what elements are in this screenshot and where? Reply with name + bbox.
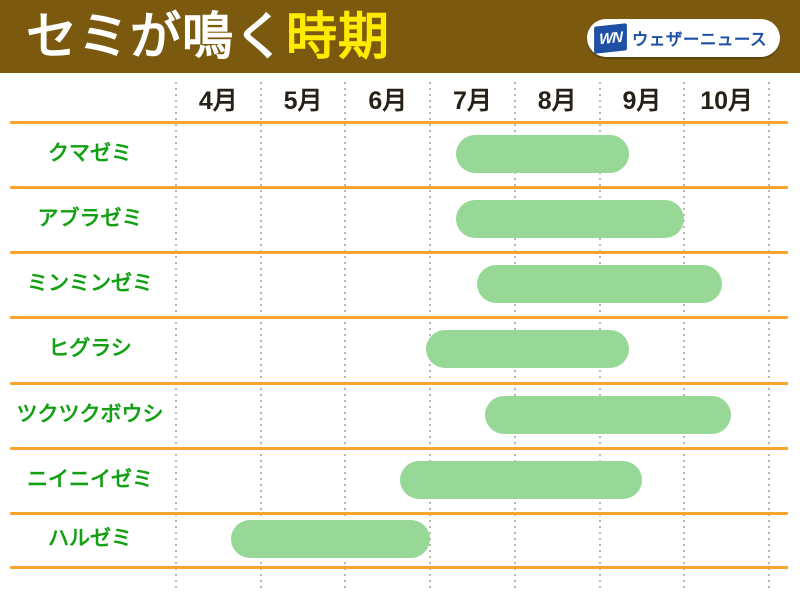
species-label: ミンミンゼミ	[27, 271, 153, 295]
title-main: セミが鳴く	[26, 8, 287, 65]
period-bar	[425, 330, 630, 368]
page-title: セミが鳴く時期	[0, 11, 390, 62]
row-separator-line	[10, 121, 788, 124]
period-bar	[231, 520, 431, 558]
species-label: ツクツクボウシ	[16, 402, 164, 426]
weathernews-logo: WN ウェザーニュース	[586, 19, 780, 57]
row-separator-line	[10, 316, 788, 319]
period-bar	[476, 264, 723, 303]
species-label: ハルゼミ	[48, 527, 132, 550]
row-separator-line	[10, 382, 788, 385]
month-gridline	[768, 82, 770, 590]
wn-logo-icon: WN	[593, 22, 627, 54]
title-accent: 時期	[286, 8, 391, 65]
month-label: 5月	[283, 87, 323, 115]
period-bar	[400, 460, 642, 499]
month-gridline	[259, 82, 262, 590]
period-bar	[485, 395, 731, 434]
month-label: 6月	[368, 87, 408, 115]
weathernews-logo-text: ウェザーニュース	[631, 31, 767, 49]
row-separator-line	[10, 447, 788, 450]
month-label: 4月	[198, 87, 238, 115]
row-separator-line	[10, 512, 788, 515]
row-separator-line	[10, 251, 788, 254]
month-label: 9月	[622, 87, 662, 115]
month-gridline	[175, 82, 177, 590]
month-label: 10月	[700, 87, 754, 115]
species-label: クマゼミ	[48, 141, 132, 165]
period-bar	[455, 199, 685, 238]
month-label: 8月	[537, 87, 577, 115]
chart-area: 4月 5月 6月 7月 8月 9月 10月クマゼミアブラゼミミンミンゼミ ヒグラシツクツクボウ…	[0, 73, 800, 600]
species-label: ニイニイゼミ	[27, 467, 153, 491]
header: セミが鳴く時期 WN ウェザーニュース	[0, 0, 800, 73]
row-separator-line	[10, 186, 788, 189]
month-label: 7月	[453, 87, 492, 115]
species-label: アブラゼミ	[37, 206, 143, 230]
species-label: ヒグラシ	[48, 337, 132, 360]
period-bar	[455, 134, 630, 173]
row-separator-line	[10, 566, 788, 569]
month-gridline	[683, 82, 686, 590]
month-gridline	[344, 82, 347, 590]
